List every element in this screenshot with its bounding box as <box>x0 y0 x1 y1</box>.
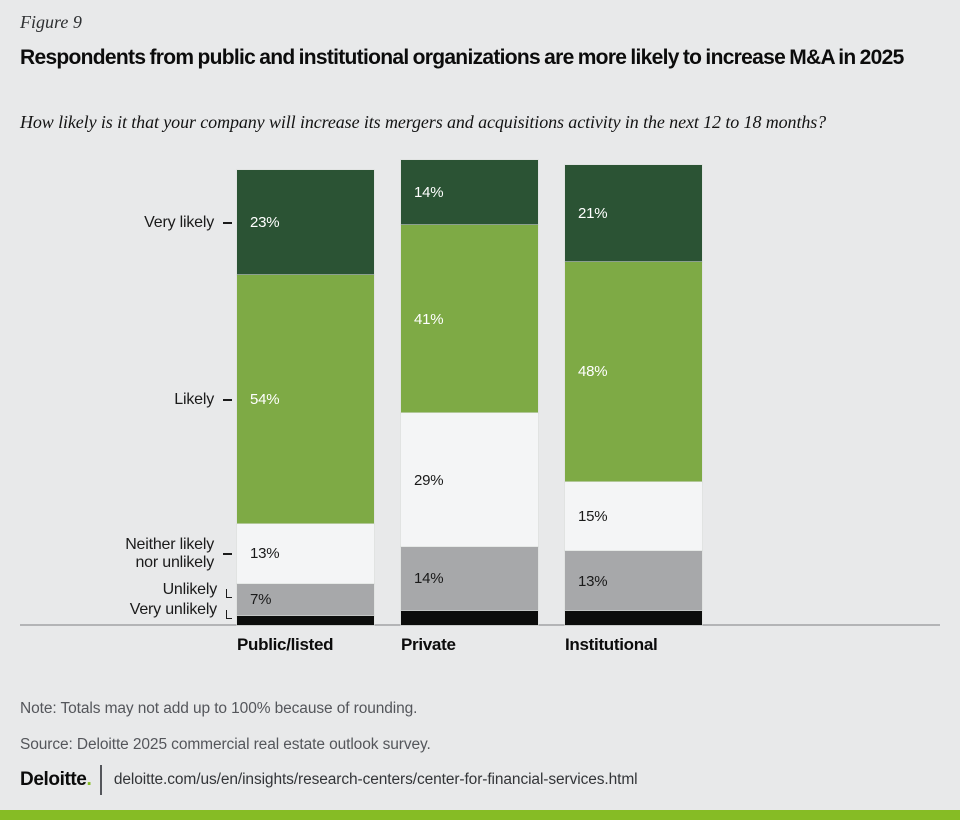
bar-segment: 41% <box>401 224 538 414</box>
deloitte-logo-dot: . <box>86 769 92 790</box>
footer-separator <box>100 765 102 795</box>
y-axis-label-text: Very unlikely <box>129 601 217 619</box>
elbow-tick-icon <box>226 589 232 599</box>
segment-value-label: 14% <box>414 570 444 588</box>
accent-strip <box>0 810 960 820</box>
x-axis-label: Private <box>401 635 456 654</box>
segment-value-label: 13% <box>578 572 608 590</box>
x-axis-label: Institutional <box>565 635 658 654</box>
bar-segment: 14% <box>401 160 538 225</box>
bar-segment: 7% <box>237 583 374 616</box>
bar-segment: 15% <box>565 482 702 552</box>
bar-segment <box>401 611 538 625</box>
y-axis-label: Neither likely nor unlikely <box>0 536 232 572</box>
bar-segment: 23% <box>237 169 374 276</box>
dash-tick-icon <box>223 552 232 555</box>
segment-value-label: 15% <box>578 508 608 526</box>
chart-source: Source: Deloitte 2025 commercial real es… <box>20 736 431 753</box>
footer: Deloitte. deloitte.com/us/en/insights/re… <box>20 764 638 796</box>
bar-segment <box>565 611 702 625</box>
segment-value-label: 48% <box>578 363 608 381</box>
segment-value-label: 7% <box>250 591 272 609</box>
dash-tick-icon <box>223 398 232 401</box>
dash-tick-icon <box>223 221 232 224</box>
x-axis-line <box>20 624 940 626</box>
bar-segment: 14% <box>401 546 538 612</box>
bar-segment: 29% <box>401 413 538 547</box>
bar-segment: 13% <box>565 551 702 612</box>
y-axis-label-text: Likely <box>174 390 214 408</box>
deloitte-logo: Deloitte. <box>20 769 92 791</box>
figure-title: Respondents from public and institutiona… <box>20 46 904 69</box>
y-axis-label: Unlikely <box>0 581 232 599</box>
bar-segment <box>237 615 374 625</box>
chart-note: Note: Totals may not add up to 100% beca… <box>20 700 418 717</box>
y-axis-label-text: Neither likely nor unlikely <box>125 535 214 571</box>
y-axis-label: Very likely <box>0 214 232 232</box>
segment-value-label: 54% <box>250 391 280 409</box>
figure-question: How likely is it that your company will … <box>20 112 827 132</box>
segment-value-label: 13% <box>250 545 280 563</box>
segment-value-label: 29% <box>414 471 444 489</box>
segment-value-label: 23% <box>250 213 280 231</box>
bar-segment: 48% <box>565 261 702 483</box>
bar-segment: 54% <box>237 275 374 524</box>
y-axis-label: Likely <box>0 391 232 409</box>
x-axis-label: Public/listed <box>237 635 334 654</box>
segment-value-label: 41% <box>414 310 444 328</box>
segment-value-label: 14% <box>414 184 444 202</box>
y-axis-label-text: Very likely <box>144 213 214 231</box>
segment-value-label: 21% <box>578 204 608 222</box>
deloitte-logo-text: Deloitte <box>20 769 87 790</box>
elbow-tick-icon <box>226 609 232 619</box>
bar-segment: 21% <box>565 165 702 262</box>
figure-label: Figure 9 <box>20 12 82 32</box>
footer-url: deloitte.com/us/en/insights/research-cen… <box>113 771 638 788</box>
y-axis-label: Very unlikely <box>0 601 232 619</box>
bar-segment: 13% <box>237 523 374 584</box>
y-axis-label-text: Unlikely <box>162 580 218 598</box>
